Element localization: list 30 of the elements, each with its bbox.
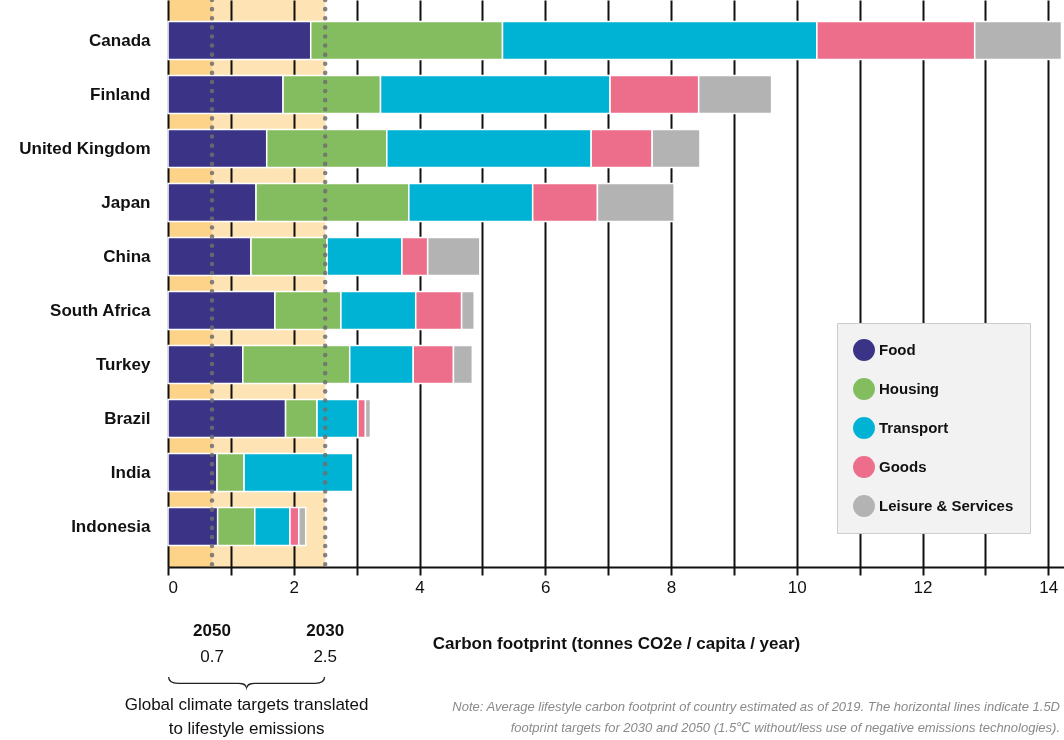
text: 2030 xyxy=(306,621,345,640)
text: 2050 xyxy=(193,621,231,640)
legend-label: Goods xyxy=(879,458,927,475)
legend-label: Food xyxy=(879,341,916,358)
legend-label: Housing xyxy=(879,380,939,397)
x-tick-label: 12 xyxy=(913,577,933,597)
text: 2.5 xyxy=(313,647,338,666)
x-tick-label: 4 xyxy=(415,577,425,597)
y-tick-label: India xyxy=(110,462,152,482)
text: 0.7 xyxy=(200,647,224,666)
text: Global climate targets translated to lifestyle emissions xyxy=(124,695,369,738)
legend-label: Transport xyxy=(879,419,949,436)
text: Note: Average lifestyle carbon footprint of country estimated as of 2019. The horizontal lines indicate 1.5D footprint targets for 2030 and 2050 (1.5℃ without/less use of negative emissions technologies). xyxy=(452,699,1060,735)
y-tick-label: Turkey xyxy=(96,354,152,374)
x-tick-label: 14 xyxy=(1039,577,1059,597)
y-tick-label: China xyxy=(103,246,152,266)
y-tick-label: Japan xyxy=(101,192,151,212)
x-tick-label: 8 xyxy=(666,577,677,597)
legend-label: Leisure & Services xyxy=(879,497,1014,514)
x-axis-title: Carbon footprint (tonnes CO2e / capita / year) xyxy=(432,633,801,653)
y-tick-label: Brazil xyxy=(104,408,151,428)
x-tick-label: 10 xyxy=(787,577,807,597)
y-tick-label: Indonesia xyxy=(71,516,152,536)
x-tick-label: 2 xyxy=(289,577,299,597)
y-tick-label: Finland xyxy=(90,84,151,104)
x-tick-label: 0 xyxy=(168,577,178,597)
y-tick-label: South Africa xyxy=(50,300,152,320)
x-tick-label: 6 xyxy=(541,577,551,597)
y-tick-label: United Kingdom xyxy=(19,138,151,158)
y-tick-label: Canada xyxy=(89,30,152,50)
